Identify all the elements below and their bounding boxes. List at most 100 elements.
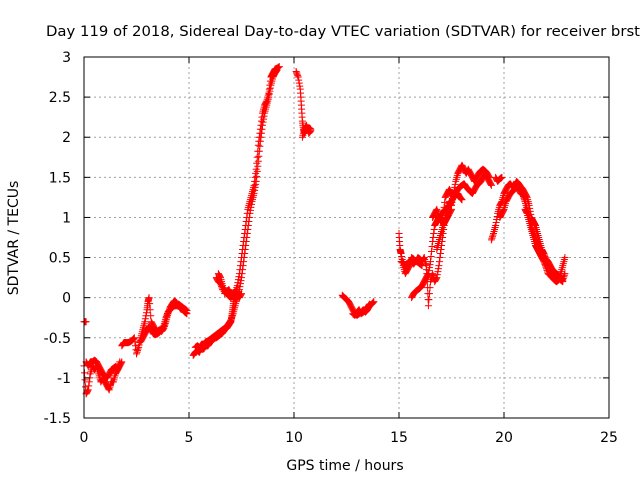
data-point <box>141 315 149 323</box>
data-point <box>488 234 496 242</box>
data-point <box>85 382 93 390</box>
data-point <box>134 345 142 353</box>
data-point <box>159 323 167 331</box>
data-point <box>432 206 440 214</box>
data-point <box>259 121 266 129</box>
data-point <box>252 180 260 188</box>
data-point <box>81 369 89 377</box>
data-point <box>433 271 441 279</box>
data-point <box>229 311 237 319</box>
data-point <box>84 386 92 394</box>
data-point <box>231 294 239 302</box>
data-point <box>497 198 505 206</box>
data-point <box>130 334 138 342</box>
data-point <box>266 84 274 92</box>
data-point <box>370 298 378 306</box>
data-point <box>255 152 263 160</box>
data-point <box>245 217 253 225</box>
data-points <box>80 63 569 398</box>
data-point <box>440 203 448 211</box>
data-point <box>492 221 500 229</box>
x-tick-label: 0 <box>80 430 89 446</box>
data-point <box>232 290 240 298</box>
data-point <box>273 66 281 74</box>
data-point <box>254 162 262 170</box>
data-point <box>542 263 550 271</box>
data-point <box>447 206 455 214</box>
data-point <box>146 300 154 308</box>
data-point <box>272 67 280 75</box>
data-point <box>258 125 266 133</box>
axis-ticks <box>83 56 610 419</box>
data-point <box>226 318 234 326</box>
data-point <box>435 258 443 266</box>
data-point <box>255 147 263 155</box>
data-point <box>302 122 310 130</box>
data-point <box>239 266 247 274</box>
data-point <box>451 183 459 191</box>
data-point <box>242 242 250 250</box>
data-point <box>251 183 259 191</box>
data-point <box>85 378 93 386</box>
data-point <box>251 186 259 194</box>
data-point <box>295 79 303 87</box>
data-point <box>556 271 564 279</box>
data-point <box>245 213 253 221</box>
y-tick-label: 2.5 <box>49 90 71 106</box>
data-point <box>365 302 373 310</box>
data-point <box>260 115 268 123</box>
data-point <box>448 198 456 206</box>
x-tick-label: 10 <box>285 430 303 446</box>
data-point <box>520 194 528 202</box>
data-point <box>519 191 527 199</box>
data-point <box>246 209 254 217</box>
data-point <box>424 302 432 310</box>
data-point <box>260 112 268 120</box>
data-point <box>242 238 250 246</box>
data-point <box>485 172 493 180</box>
data-point <box>237 277 245 285</box>
data-point <box>555 274 563 282</box>
data-point <box>543 266 551 274</box>
data-point <box>424 271 432 279</box>
data-point <box>259 118 267 126</box>
data-point <box>247 203 255 211</box>
x-tick-label: 5 <box>185 430 194 446</box>
data-point <box>488 233 496 241</box>
data-point <box>434 268 442 276</box>
data-point <box>147 312 155 320</box>
y-tick-label: 0.5 <box>49 251 71 267</box>
data-point <box>243 229 251 237</box>
y-tick-label: -0.5 <box>44 331 71 347</box>
data-point <box>397 250 405 258</box>
data-point <box>256 142 264 150</box>
y-tick-label: 1.5 <box>49 170 71 186</box>
data-point <box>273 67 281 75</box>
data-point <box>257 133 265 141</box>
y-tick-label: 3 <box>62 50 71 66</box>
data-point <box>236 280 244 288</box>
data-point <box>133 348 141 356</box>
data-point <box>133 350 140 358</box>
data-point <box>428 243 436 251</box>
data-point <box>232 292 240 300</box>
data-point <box>434 265 442 273</box>
data-point <box>366 300 374 308</box>
data-point <box>141 318 149 326</box>
data-point <box>183 307 191 315</box>
data-point <box>233 289 241 297</box>
y-axis-label: SDTVAR / TECUs <box>6 181 22 296</box>
data-point <box>487 181 495 189</box>
data-point <box>306 128 314 136</box>
data-point <box>240 258 248 266</box>
chart-title: Day 119 of 2018, Sidereal Day-to-day VTE… <box>46 24 640 40</box>
data-point <box>243 234 251 241</box>
data-point <box>254 157 262 165</box>
y-tick-labels: -1.5 -1 -0.5 0 0.5 1 1.5 2 2.5 3 <box>44 50 71 427</box>
data-point <box>448 205 455 213</box>
data-point <box>489 231 497 239</box>
data-point <box>238 290 245 298</box>
data-point <box>523 208 531 216</box>
data-point <box>485 173 493 181</box>
